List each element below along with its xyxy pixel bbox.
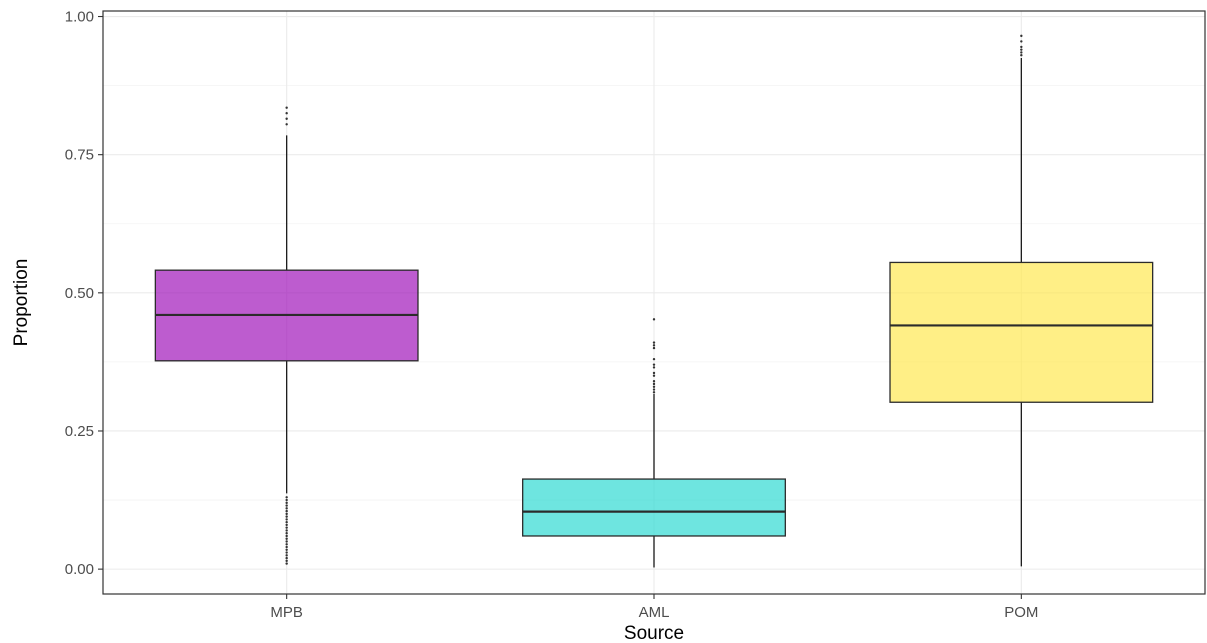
outlier-point	[652, 346, 656, 350]
x-tick-label: AML	[639, 604, 670, 621]
outlier-point	[1020, 34, 1023, 38]
outlier-point	[1020, 54, 1023, 57]
outlier-point	[652, 388, 656, 391]
outlier-point	[285, 123, 288, 126]
outlier-point	[1020, 40, 1023, 43]
outlier-point	[652, 357, 656, 361]
x-tick-label: MPB	[270, 604, 303, 621]
outlier-point	[652, 363, 656, 366]
outlier-point	[285, 512, 288, 516]
x-axis-title: Source	[624, 623, 684, 643]
outlier-point	[1020, 45, 1023, 49]
outlier-point	[285, 562, 288, 565]
y-tick-label: 0.50	[65, 285, 94, 302]
x-axis: MPB AML POM	[270, 594, 1038, 621]
outlier-point	[285, 523, 288, 527]
outlier-point	[652, 382, 656, 386]
outlier-point	[285, 559, 288, 563]
outlier-point	[285, 117, 288, 120]
outlier-point	[652, 341, 656, 344]
outlier-point	[652, 318, 656, 321]
outlier-point	[652, 385, 656, 388]
outlier-point	[652, 371, 656, 375]
outlier-point	[285, 520, 288, 524]
y-tick-label: 0.25	[65, 423, 94, 440]
box-pom	[889, 34, 1154, 567]
outlier-point	[285, 526, 288, 529]
outlier-point	[285, 543, 288, 546]
outlier-point	[285, 498, 288, 502]
y-axis: 0.00 0.25 0.50 0.75 1.00	[65, 9, 103, 578]
outlier-point	[285, 501, 288, 505]
outlier-point	[285, 540, 288, 543]
y-tick-label: 0.00	[65, 561, 94, 578]
outlier-point	[652, 344, 656, 347]
outlier-point	[285, 532, 288, 535]
outlier-point	[1020, 48, 1023, 51]
outlier-point	[285, 112, 288, 115]
outlier-point	[285, 551, 288, 554]
outlier-point	[285, 545, 288, 549]
outlier-point	[285, 554, 288, 557]
y-tick-label: 1.00	[65, 9, 94, 26]
outlier-point	[652, 391, 656, 394]
outlier-point	[285, 534, 288, 538]
iqr-box	[522, 478, 786, 537]
outlier-point	[285, 537, 288, 540]
outlier-point	[285, 515, 288, 518]
iqr-box	[889, 261, 1154, 403]
outlier-point	[652, 366, 656, 369]
y-axis-title: Proportion	[11, 259, 32, 347]
boxes	[154, 34, 1154, 568]
outlier-point	[652, 374, 656, 377]
outlier-point	[285, 106, 288, 109]
outlier-point	[285, 509, 288, 513]
y-tick-label: 0.75	[65, 147, 94, 164]
outlier-point	[285, 556, 288, 560]
outlier-point	[285, 507, 288, 510]
outlier-point	[285, 529, 288, 532]
outlier-point	[652, 380, 656, 383]
outlier-point	[1020, 51, 1023, 54]
outlier-point	[285, 504, 288, 507]
outlier-point	[285, 496, 288, 499]
x-tick-label: POM	[1004, 604, 1038, 621]
outlier-point	[285, 518, 288, 521]
outlier-point	[285, 548, 288, 551]
box-mpb	[154, 106, 419, 565]
box-aml	[522, 318, 786, 568]
